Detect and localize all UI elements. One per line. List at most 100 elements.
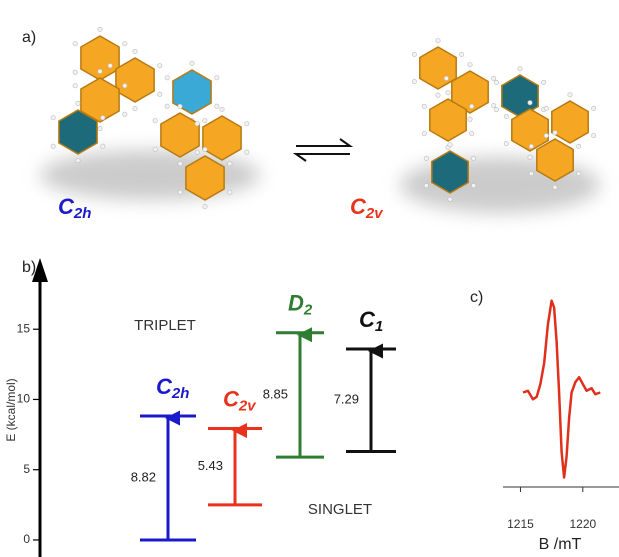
panel-label: c)	[470, 289, 483, 306]
atom	[529, 171, 533, 175]
y-tick-label: 5	[23, 462, 30, 476]
x-tick-label: 1220	[569, 517, 596, 531]
gap-label: 5.43	[198, 458, 223, 473]
atom	[471, 156, 475, 160]
atom	[51, 116, 55, 120]
symbol: C	[58, 194, 75, 219]
subscript: 2h	[73, 205, 92, 222]
atom	[158, 63, 162, 67]
level-name: C1	[359, 307, 383, 335]
atom	[528, 101, 532, 105]
atom	[576, 171, 580, 175]
atom	[424, 183, 428, 187]
atom	[518, 67, 522, 71]
atom	[215, 104, 219, 108]
atom	[98, 126, 102, 130]
level-name: C2h	[156, 374, 189, 402]
atom	[494, 107, 498, 111]
ring	[420, 47, 456, 89]
atom	[469, 104, 473, 108]
atom	[448, 197, 452, 201]
atom	[436, 39, 440, 43]
atom	[553, 131, 557, 135]
atom	[469, 131, 473, 135]
y-axis-label: E (kcal/mol)	[4, 378, 18, 441]
atom	[228, 190, 232, 194]
atom	[591, 133, 595, 137]
molecule-art	[40, 27, 600, 213]
atom	[468, 117, 472, 121]
atom	[541, 80, 545, 84]
atom	[133, 106, 137, 110]
y-tick-label: 15	[17, 321, 31, 335]
atom	[544, 106, 548, 110]
atom	[195, 122, 199, 126]
atom	[203, 204, 207, 208]
atom	[529, 144, 533, 148]
atom	[190, 61, 194, 65]
atom	[165, 104, 169, 108]
atom	[158, 92, 162, 96]
atom	[98, 69, 102, 73]
atom	[101, 116, 105, 120]
subscript: 2h	[171, 385, 190, 402]
atom	[528, 155, 532, 159]
atom	[422, 104, 426, 108]
atom	[459, 52, 463, 56]
atom	[76, 101, 80, 105]
symbol: D	[288, 291, 304, 316]
atom	[491, 76, 495, 80]
epr-spectrum: 1215 1220 B /mT	[503, 301, 619, 554]
equilibrium-arrows	[296, 139, 350, 161]
atom	[73, 70, 77, 74]
atom	[228, 162, 232, 166]
atom	[123, 42, 127, 46]
atom	[245, 150, 249, 154]
atom	[178, 190, 182, 194]
ring	[552, 101, 588, 143]
atom	[444, 76, 448, 80]
atom	[73, 84, 77, 88]
level-name: C2v	[223, 386, 257, 414]
figure: a) b) c) C2h C2v 051015E (kcal/mol)TRIPL…	[0, 0, 619, 557]
atom	[178, 162, 182, 166]
atom	[73, 42, 77, 46]
atom	[108, 63, 112, 67]
atom	[51, 144, 55, 148]
level-name: D2	[288, 291, 313, 319]
atom	[203, 147, 207, 151]
atom	[165, 76, 169, 80]
atom	[591, 106, 595, 110]
symbol: C	[223, 386, 240, 411]
atom	[491, 103, 495, 107]
x-axis-label: B /mT	[539, 536, 582, 553]
subscript: 2	[303, 302, 313, 319]
atom	[133, 49, 137, 53]
atom	[153, 119, 157, 123]
atom	[424, 156, 428, 160]
atom	[494, 80, 498, 84]
molecule-label: C2v	[350, 194, 384, 222]
atom	[412, 79, 416, 83]
atom	[553, 185, 557, 189]
atom	[446, 91, 450, 95]
gap-label: 8.85	[263, 386, 288, 401]
atom	[504, 141, 508, 145]
atom	[123, 84, 127, 88]
atom	[195, 150, 199, 154]
atom	[448, 143, 452, 147]
atom	[245, 122, 249, 126]
state-label: SINGLET	[308, 501, 372, 518]
atom	[215, 76, 219, 80]
atom	[471, 183, 475, 187]
atom	[153, 147, 157, 151]
atom	[544, 133, 548, 137]
atom	[98, 27, 102, 31]
state-label: TRIPLET	[134, 317, 196, 334]
gap-label: 7.29	[334, 392, 359, 407]
x-tick-label: 1215	[507, 517, 534, 531]
atom	[422, 131, 426, 135]
ring	[203, 116, 241, 160]
subscript: 1	[375, 318, 383, 335]
atom	[203, 119, 207, 123]
